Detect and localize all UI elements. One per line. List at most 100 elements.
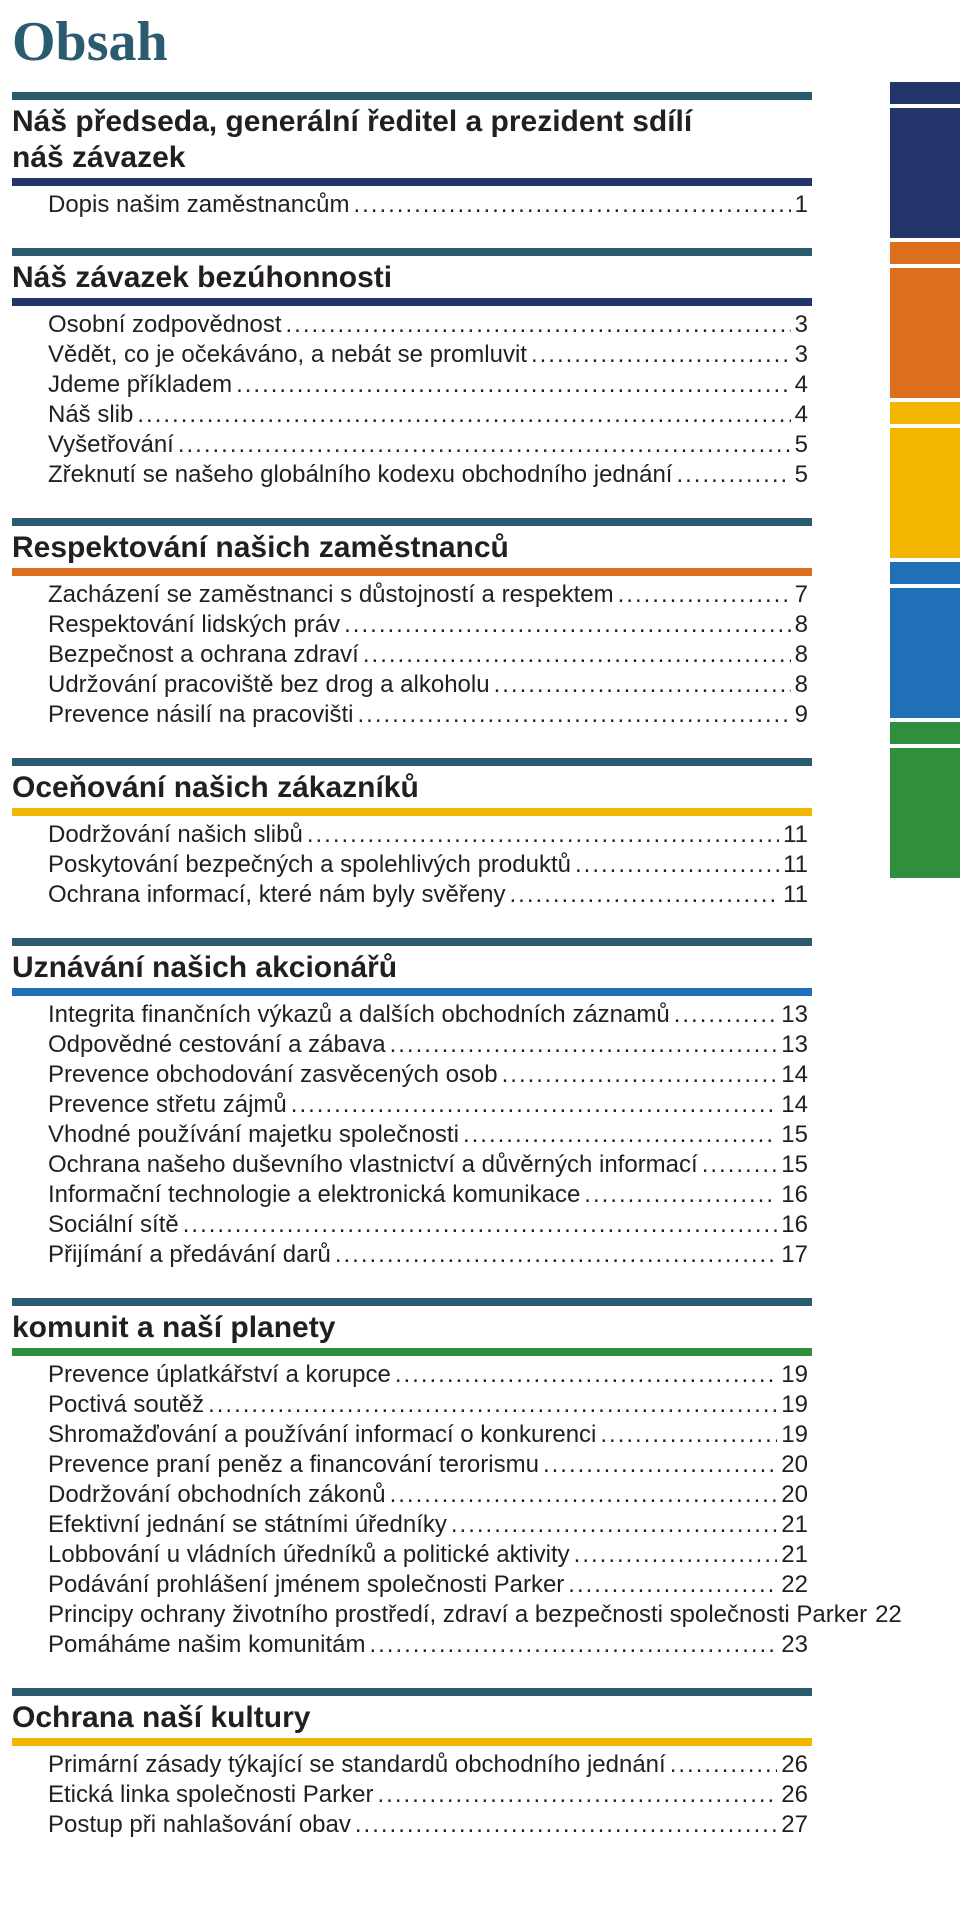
toc-leader xyxy=(353,190,790,220)
toc-page-number: 13 xyxy=(781,1030,808,1060)
side-tab-bar xyxy=(890,402,960,424)
section-rule-above xyxy=(12,518,812,526)
toc-label: Vědět, co je očekáváno, a nebát se proml… xyxy=(48,340,527,370)
toc-list: Dopis našim zaměstnancům 1 xyxy=(48,190,808,220)
toc-leader xyxy=(208,1390,777,1420)
toc-leader xyxy=(568,1570,777,1600)
toc-row: Dopis našim zaměstnancům 1 xyxy=(48,190,808,220)
side-tab xyxy=(890,242,960,398)
toc-row: Vědět, co je očekáváno, a nebát se proml… xyxy=(48,340,808,370)
section-heading: Uznávání našich akcionářů xyxy=(12,950,960,986)
side-tab-block xyxy=(890,108,960,238)
toc-label: Lobbování u vládních úředníků a politick… xyxy=(48,1540,570,1570)
toc-row: Jdeme příkladem4 xyxy=(48,370,808,400)
toc-label: Vhodné používání majetku společnosti xyxy=(48,1120,459,1150)
toc-label: Prevence střetu zájmů xyxy=(48,1090,287,1120)
toc-row: Principy ochrany životního prostředí, zd… xyxy=(48,1600,808,1630)
toc-label: Zacházení se zaměstnanci s důstojností a… xyxy=(48,580,614,610)
toc-page-number: 19 xyxy=(781,1420,808,1450)
toc-label: Bezpečnost a ochrana zdraví xyxy=(48,640,359,670)
toc-page-number: 21 xyxy=(781,1510,808,1540)
side-tab xyxy=(890,562,960,718)
toc-section: komunit a naší planetyPrevence úplatkářs… xyxy=(0,1298,960,1660)
toc-leader xyxy=(531,340,791,370)
side-tab xyxy=(890,82,960,238)
toc-row: Prevence úplatkářství a korupce19 xyxy=(48,1360,808,1390)
side-tab-block xyxy=(890,748,960,878)
toc-row: Osobní zodpovědnost3 xyxy=(48,310,808,340)
toc-page-number: 21 xyxy=(781,1540,808,1570)
toc-row: Zřeknutí se našeho globálního kodexu obc… xyxy=(48,460,808,490)
toc-page-number: 4 xyxy=(795,370,808,400)
toc-page-number: 5 xyxy=(795,430,808,460)
toc-leader xyxy=(670,1750,778,1780)
side-tab-block xyxy=(890,428,960,558)
toc-leader xyxy=(355,1810,777,1840)
toc-row: Podávání prohlášení jménem společnosti P… xyxy=(48,1570,808,1600)
toc-leader xyxy=(395,1360,777,1390)
toc-label: Principy ochrany životního prostředí, zd… xyxy=(48,1600,867,1630)
toc-label: Integrita finančních výkazů a dalších ob… xyxy=(48,1000,670,1030)
toc-leader xyxy=(510,880,780,910)
side-tab-block xyxy=(890,268,960,398)
toc-leader xyxy=(286,310,791,340)
toc-row: Náš slib4 xyxy=(48,400,808,430)
toc-row: Poskytování bezpečných a spolehlivých pr… xyxy=(48,850,808,880)
toc-row: Prevence násilí na pracovišti9 xyxy=(48,700,808,730)
toc-row: Poctivá soutěž19 xyxy=(48,1390,808,1420)
toc-leader xyxy=(363,640,791,670)
toc-label: Podávání prohlášení jménem společnosti P… xyxy=(48,1570,564,1600)
toc-leader xyxy=(390,1030,778,1060)
toc-row: Prevence praní peněz a financování teror… xyxy=(48,1450,808,1480)
toc-label: Přijímání a předávání darů xyxy=(48,1240,331,1270)
toc-page-number: 15 xyxy=(781,1150,808,1180)
section-rule-below xyxy=(12,988,812,996)
toc-row: Udržování pracoviště bez drog a alkoholu… xyxy=(48,670,808,700)
section-rule-above xyxy=(12,938,812,946)
section-rule-above xyxy=(12,758,812,766)
toc-leader xyxy=(369,1630,777,1660)
toc-page-number: 14 xyxy=(781,1060,808,1090)
toc-page-number: 20 xyxy=(781,1480,808,1510)
section-heading: Respektování našich zaměstnanců xyxy=(12,530,960,566)
toc-row: Vhodné používání majetku společnosti 15 xyxy=(48,1120,808,1150)
toc-leader xyxy=(575,850,779,880)
toc-row: Přijímání a předávání darů17 xyxy=(48,1240,808,1270)
toc-row: Zacházení se zaměstnanci s důstojností a… xyxy=(48,580,808,610)
toc-label: Dopis našim zaměstnancům xyxy=(48,190,349,220)
toc-row: Odpovědné cestování a zábava13 xyxy=(48,1030,808,1060)
side-tab-bar xyxy=(890,722,960,744)
toc-page-number: 7 xyxy=(795,580,808,610)
toc-section: Náš předseda, generální ředitel a prezid… xyxy=(0,92,960,220)
side-tab xyxy=(890,402,960,558)
side-tab-bar xyxy=(890,82,960,104)
side-tab-block xyxy=(890,588,960,718)
section-rule-above xyxy=(12,1298,812,1306)
toc-page-number: 19 xyxy=(781,1390,808,1420)
page-title: Obsah xyxy=(12,10,960,74)
toc-label: Dodržování obchodních zákonů xyxy=(48,1480,386,1510)
toc-leader xyxy=(584,1180,777,1210)
section-heading: Oceňování našich zákazníků xyxy=(12,770,960,806)
toc-page-number: 14 xyxy=(781,1090,808,1120)
toc-label: Ochrana našeho duševního vlastnictví a d… xyxy=(48,1150,698,1180)
toc-page-number: 5 xyxy=(795,460,808,490)
toc-label: Osobní zodpovědnost xyxy=(48,310,282,340)
toc-leader xyxy=(178,430,791,460)
toc-row: Shromažďování a používání informací o ko… xyxy=(48,1420,808,1450)
toc-row: Integrita finančních výkazů a dalších ob… xyxy=(48,1000,808,1030)
toc-label: Poskytování bezpečných a spolehlivých pr… xyxy=(48,850,571,880)
toc-page-number: 1 xyxy=(795,190,808,220)
toc-page-number: 8 xyxy=(795,670,808,700)
section-heading: Náš předseda, generální ředitel a prezid… xyxy=(12,104,960,176)
toc-label: Udržování pracoviště bez drog a alkoholu xyxy=(48,670,490,700)
side-tab xyxy=(890,722,960,878)
toc-list: Osobní zodpovědnost3Vědět, co je očekává… xyxy=(48,310,808,490)
toc-page-number: 15 xyxy=(781,1120,808,1150)
toc-label: Prevence úplatkářství a korupce xyxy=(48,1360,391,1390)
toc-page-number: 27 xyxy=(781,1810,808,1840)
side-tab-bar xyxy=(890,562,960,584)
toc-sections: Náš předseda, generální ředitel a prezid… xyxy=(0,92,960,1840)
toc-label: Shromažďování a používání informací o ko… xyxy=(48,1420,596,1450)
toc-page-number: 20 xyxy=(781,1450,808,1480)
